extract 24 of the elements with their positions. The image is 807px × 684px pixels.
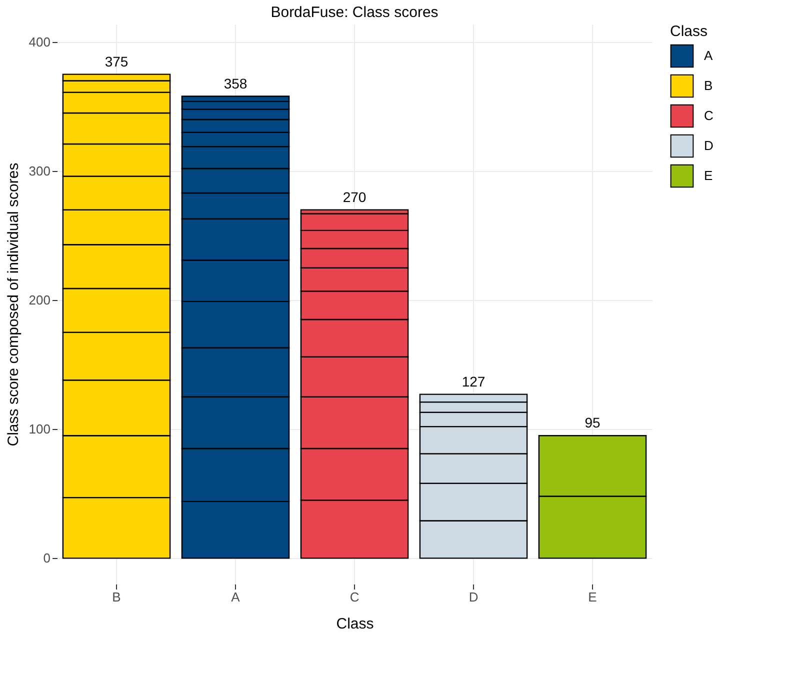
y-tick-label: 100 (28, 422, 50, 437)
y-tick-label: 200 (28, 292, 50, 308)
x-tick-label: C (350, 590, 360, 604)
chart-title: BordaFuse: Class scores (270, 4, 438, 21)
legend-label: D (704, 138, 714, 153)
total-label: 358 (224, 75, 248, 92)
y-tick-label: 300 (28, 164, 50, 179)
x-tick-label: D (468, 590, 478, 604)
y-tick-label: 400 (28, 34, 50, 50)
x-tick-label: A (231, 590, 240, 604)
y-tick-label: 0 (43, 550, 50, 566)
total-label: 95 (584, 414, 600, 431)
legend-title: Class (670, 23, 708, 40)
legend-label: C (704, 108, 714, 123)
total-label: 127 (462, 373, 486, 390)
total-label: 270 (342, 188, 366, 205)
legend-label: B (704, 78, 713, 93)
legend-label: E (704, 168, 713, 183)
legend-label: A (704, 48, 713, 63)
x-tick-label: B (112, 590, 121, 604)
x-tick-label: E (588, 590, 598, 604)
y-axis-title: Class score composed of individual scores (4, 162, 22, 446)
total-label: 375 (104, 53, 128, 70)
x-axis-title: Class (336, 616, 374, 632)
